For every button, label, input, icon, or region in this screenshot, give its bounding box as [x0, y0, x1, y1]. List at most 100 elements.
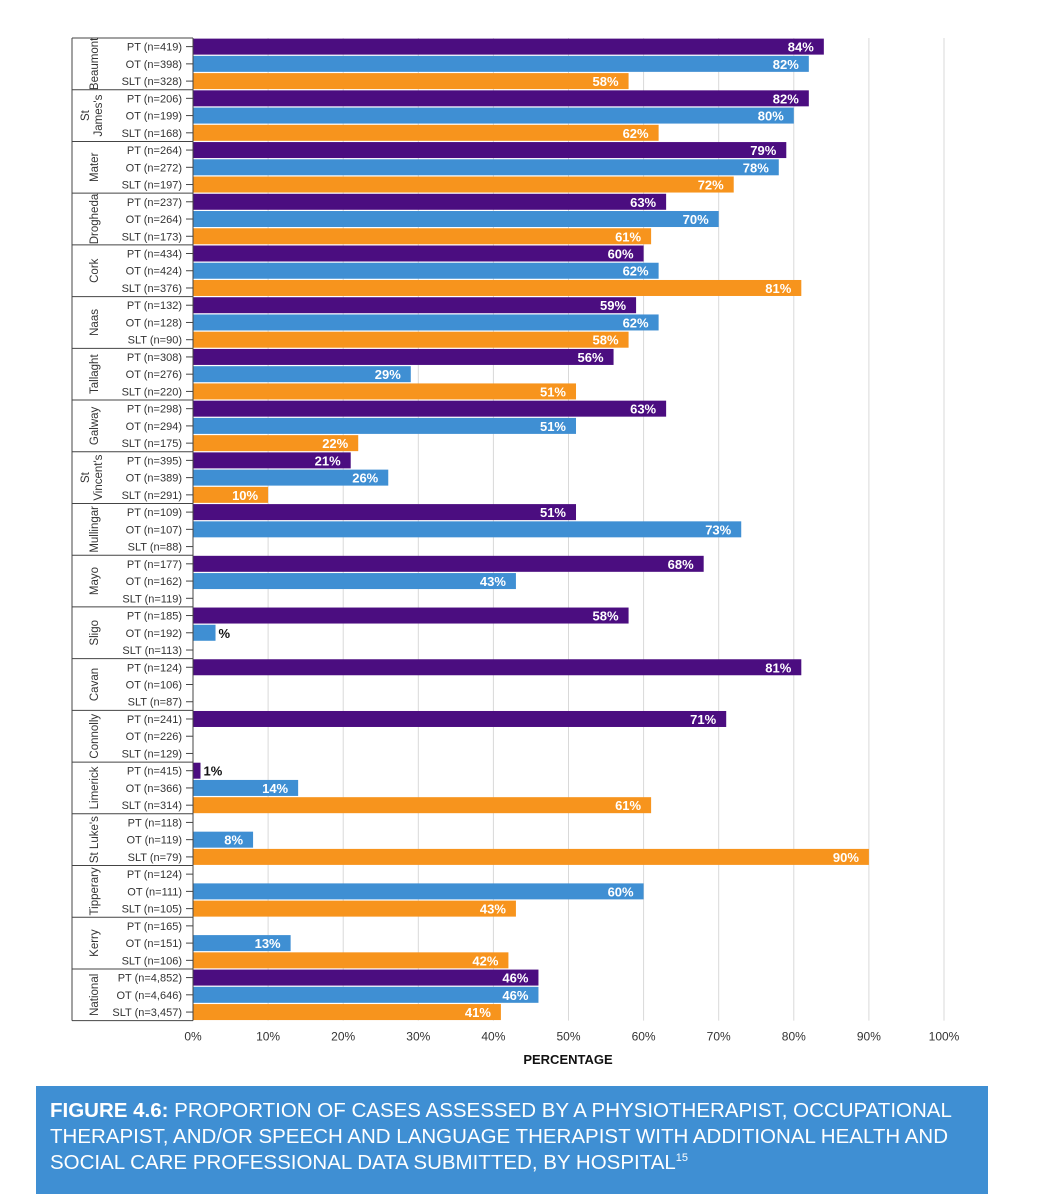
hospital-label: StJames's: [80, 94, 105, 136]
series-label: OT (n=107): [126, 524, 182, 536]
caption-lead: FIGURE 4.6:: [50, 1099, 169, 1122]
hospital-label: Mullingar: [89, 506, 101, 553]
series-label: SLT (n=173): [122, 231, 182, 243]
value-label: 46%: [502, 988, 528, 1003]
bar-ot: [193, 159, 779, 176]
bar-pt: [193, 452, 351, 469]
bar-slt: [193, 797, 652, 814]
series-label: SLT (n=197): [122, 180, 182, 192]
series-label: SLT (n=105): [122, 904, 182, 916]
bar-pt: [193, 607, 629, 624]
x-axis-title: PERCENTAGE: [523, 1052, 613, 1067]
bar-pt: [193, 969, 539, 986]
x-tick-label: 40%: [481, 1030, 505, 1044]
value-label: 73%: [705, 522, 731, 537]
value-label: 78%: [743, 160, 769, 175]
bar-ot: [193, 55, 809, 72]
series-label: PT (n=419): [127, 42, 182, 54]
caption-body: PROPORTION OF CASES ASSESSED BY A PHYSIO…: [50, 1099, 952, 1174]
bar-ot: [193, 831, 254, 848]
bar-pt: [193, 504, 577, 521]
series-label: SLT (n=220): [122, 386, 182, 398]
bar-slt: [193, 176, 734, 193]
bar-ot: [193, 986, 539, 1003]
x-tick-label: 70%: [707, 1030, 731, 1044]
series-label: SLT (n=113): [122, 645, 182, 657]
series-label: SLT (n=291): [122, 490, 182, 502]
series-label: PT (n=124): [127, 662, 182, 674]
value-label: 61%: [615, 229, 641, 244]
value-label: 46%: [502, 971, 528, 986]
bar-slt: [193, 952, 509, 969]
bar-slt: [193, 848, 869, 865]
series-label: OT (n=272): [126, 162, 182, 174]
series-label: OT (n=4,646): [116, 990, 182, 1002]
hospital-label: Connolly: [89, 714, 101, 759]
bar-slt: [193, 228, 652, 245]
value-label: 72%: [698, 178, 724, 193]
series-label: PT (n=395): [127, 455, 182, 467]
hospital-label: National: [89, 974, 101, 1016]
series-label: OT (n=199): [126, 111, 182, 123]
series-label: OT (n=151): [126, 938, 182, 950]
series-label: OT (n=389): [126, 473, 182, 485]
bar-pt: [193, 193, 667, 210]
bar-pt: [193, 659, 802, 676]
bar-slt: [193, 383, 577, 400]
bar-ot: [193, 211, 719, 228]
series-label: PT (n=109): [127, 507, 182, 519]
bar-pt: [193, 710, 727, 727]
value-label: 8%: [224, 833, 243, 848]
category-labels: Beaumont PT (n=419) OT (n=398) SLT (n=328) S…: [71, 37, 193, 1022]
value-label: 71%: [690, 712, 716, 727]
value-label: 1%: [204, 764, 223, 779]
bar-ot: [193, 935, 291, 952]
series-label: PT (n=118): [128, 817, 182, 829]
value-label: 13%: [255, 936, 281, 951]
value-label: 58%: [593, 333, 619, 348]
hospital-label: Galway: [89, 406, 101, 445]
series-label: SLT (n=87): [128, 697, 182, 709]
value-label: 84%: [788, 40, 814, 55]
bar-ot: [193, 573, 516, 590]
value-label: 81%: [765, 660, 791, 675]
value-label: 51%: [540, 384, 566, 399]
bar-pt: [193, 762, 201, 779]
value-label: 41%: [465, 1005, 491, 1020]
series-label: PT (n=264): [127, 145, 182, 157]
series-label: OT (n=162): [126, 576, 182, 588]
value-label: 68%: [668, 557, 694, 572]
value-label: 51%: [540, 505, 566, 520]
series-label: SLT (n=129): [122, 748, 182, 760]
value-label: 42%: [472, 953, 498, 968]
series-label: SLT (n=376): [122, 283, 182, 295]
series-label: OT (n=106): [126, 680, 182, 692]
bar-ot: [193, 883, 644, 900]
value-label: 58%: [593, 609, 619, 624]
bar-slt: [193, 331, 629, 348]
caption-footnote: 15: [675, 1152, 689, 1165]
bar-pt: [193, 297, 637, 314]
series-label: OT (n=111): [127, 886, 182, 898]
value-label: 58%: [593, 74, 619, 89]
value-label: 43%: [480, 902, 506, 917]
bar-pt: [193, 142, 787, 159]
bar-ot: [193, 521, 742, 538]
x-tick-label: 30%: [406, 1030, 430, 1044]
series-label: SLT (n=88): [128, 542, 182, 554]
series-label: SLT (n=79): [128, 852, 182, 864]
bar-slt: [193, 124, 659, 141]
value-label: 70%: [683, 212, 709, 227]
series-label: SLT (n=3,457): [112, 1007, 182, 1019]
value-label: 61%: [615, 798, 641, 813]
value-label: 56%: [578, 350, 604, 365]
hospital-label: Cavan: [89, 668, 101, 701]
value-label: 59%: [600, 298, 626, 313]
caption-text: FIGURE 4.6: PROPORTION OF CASES ASSESSED…: [50, 1098, 974, 1176]
series-label: OT (n=264): [126, 214, 182, 226]
series-label: PT (n=206): [127, 93, 182, 105]
x-tick-label: 50%: [556, 1030, 580, 1044]
series-label: SLT (n=328): [122, 76, 182, 88]
series-label: PT (n=185): [127, 611, 182, 623]
value-label: 79%: [750, 143, 776, 158]
